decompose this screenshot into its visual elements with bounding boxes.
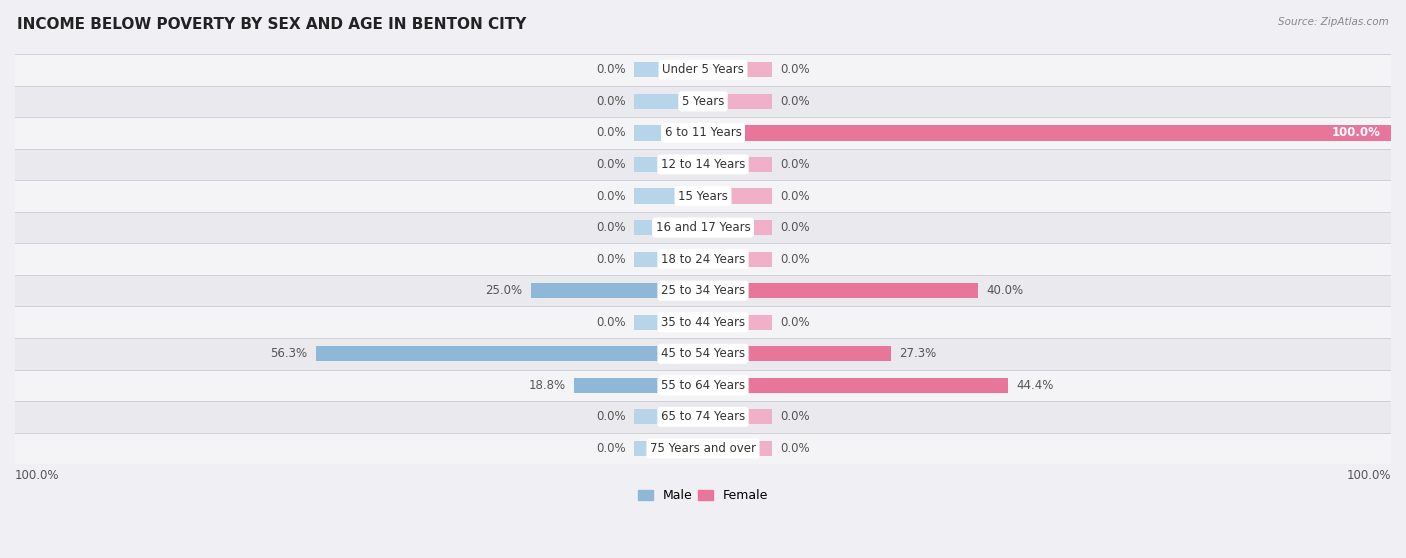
Text: 15 Years: 15 Years <box>678 190 728 203</box>
Bar <box>15 401 1391 432</box>
Text: 16 and 17 Years: 16 and 17 Years <box>655 221 751 234</box>
Bar <box>634 220 703 235</box>
Bar <box>316 346 703 362</box>
Bar <box>15 369 1391 401</box>
Bar <box>634 126 703 141</box>
Text: 0.0%: 0.0% <box>780 410 810 424</box>
Bar <box>634 62 703 78</box>
Bar <box>15 306 1391 338</box>
Text: 27.3%: 27.3% <box>898 347 936 360</box>
Bar <box>634 252 703 267</box>
Bar <box>703 378 1008 393</box>
Text: 100.0%: 100.0% <box>1347 469 1391 482</box>
Text: 35 to 44 Years: 35 to 44 Years <box>661 316 745 329</box>
Bar <box>703 410 772 425</box>
Text: 0.0%: 0.0% <box>780 253 810 266</box>
Text: 100.0%: 100.0% <box>1331 127 1381 140</box>
Bar <box>703 315 772 330</box>
Text: 0.0%: 0.0% <box>780 442 810 455</box>
Text: Source: ZipAtlas.com: Source: ZipAtlas.com <box>1278 17 1389 27</box>
Text: 25 to 34 Years: 25 to 34 Years <box>661 284 745 297</box>
Bar <box>703 126 1391 141</box>
Bar <box>634 315 703 330</box>
Text: Under 5 Years: Under 5 Years <box>662 64 744 76</box>
Text: 0.0%: 0.0% <box>596 95 626 108</box>
Text: 44.4%: 44.4% <box>1017 379 1054 392</box>
Bar <box>15 432 1391 464</box>
Legend: Male, Female: Male, Female <box>633 484 773 507</box>
Text: 0.0%: 0.0% <box>780 190 810 203</box>
Text: 45 to 54 Years: 45 to 54 Years <box>661 347 745 360</box>
Text: 18.8%: 18.8% <box>529 379 565 392</box>
Text: 0.0%: 0.0% <box>780 221 810 234</box>
Text: 0.0%: 0.0% <box>596 410 626 424</box>
Text: 0.0%: 0.0% <box>596 221 626 234</box>
Bar <box>15 275 1391 306</box>
Bar <box>15 117 1391 149</box>
Bar <box>703 157 772 172</box>
Text: 0.0%: 0.0% <box>596 316 626 329</box>
Text: 0.0%: 0.0% <box>596 127 626 140</box>
Bar <box>15 243 1391 275</box>
Text: 5 Years: 5 Years <box>682 95 724 108</box>
Text: 0.0%: 0.0% <box>596 442 626 455</box>
Bar <box>634 189 703 204</box>
Text: 0.0%: 0.0% <box>780 316 810 329</box>
Text: 12 to 14 Years: 12 to 14 Years <box>661 158 745 171</box>
Bar <box>634 410 703 425</box>
Bar <box>703 441 772 456</box>
Text: 18 to 24 Years: 18 to 24 Years <box>661 253 745 266</box>
Bar <box>15 180 1391 212</box>
Bar <box>15 54 1391 85</box>
Text: 0.0%: 0.0% <box>596 158 626 171</box>
Bar <box>703 62 772 78</box>
Text: 65 to 74 Years: 65 to 74 Years <box>661 410 745 424</box>
Text: 25.0%: 25.0% <box>485 284 523 297</box>
Bar <box>703 283 979 299</box>
Bar <box>15 149 1391 180</box>
Text: 0.0%: 0.0% <box>596 253 626 266</box>
Bar <box>634 441 703 456</box>
Text: 0.0%: 0.0% <box>780 158 810 171</box>
Bar <box>703 189 772 204</box>
Bar <box>703 220 772 235</box>
Text: 0.0%: 0.0% <box>596 190 626 203</box>
Bar <box>703 346 891 362</box>
Text: 0.0%: 0.0% <box>780 95 810 108</box>
Bar <box>703 94 772 109</box>
Text: 0.0%: 0.0% <box>780 64 810 76</box>
Bar <box>634 157 703 172</box>
Bar <box>703 252 772 267</box>
Bar <box>574 378 703 393</box>
Bar <box>531 283 703 299</box>
Text: 56.3%: 56.3% <box>270 347 308 360</box>
Bar <box>15 338 1391 369</box>
Bar <box>634 94 703 109</box>
Text: INCOME BELOW POVERTY BY SEX AND AGE IN BENTON CITY: INCOME BELOW POVERTY BY SEX AND AGE IN B… <box>17 17 526 32</box>
Text: 0.0%: 0.0% <box>596 64 626 76</box>
Bar <box>15 85 1391 117</box>
Text: 6 to 11 Years: 6 to 11 Years <box>665 127 741 140</box>
Text: 100.0%: 100.0% <box>15 469 59 482</box>
Text: 75 Years and over: 75 Years and over <box>650 442 756 455</box>
Text: 40.0%: 40.0% <box>987 284 1024 297</box>
Bar <box>15 212 1391 243</box>
Text: 55 to 64 Years: 55 to 64 Years <box>661 379 745 392</box>
